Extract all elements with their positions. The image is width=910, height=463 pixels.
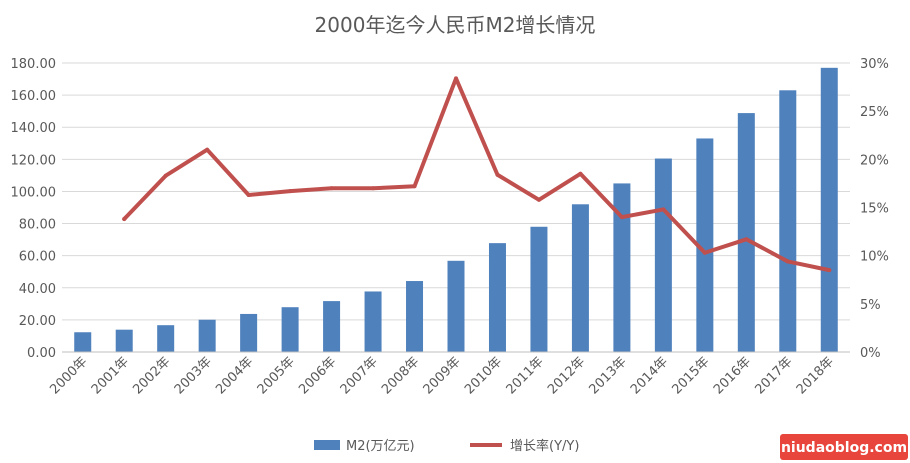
growth-point-2018年 <box>827 268 832 273</box>
left-tick-label: 0.00 <box>27 346 56 361</box>
bar-2000年 <box>74 332 92 352</box>
bar-2001年 <box>115 329 133 352</box>
left-tick-label: 120.00 <box>11 153 57 168</box>
right-axis: 0% 5% 10% 15% 20% 25% 30% <box>860 57 889 361</box>
growth-point-2008年 <box>412 184 417 189</box>
x-tick-label: 2006年 <box>296 354 339 397</box>
growth-point-2013年 <box>619 215 624 220</box>
growth-point-2012年 <box>578 171 583 176</box>
x-tick-label: 2016年 <box>711 354 754 397</box>
bar-2008年 <box>406 281 424 352</box>
x-tick-label: 2002年 <box>130 354 173 397</box>
x-axis: 2000年2001年2002年2003年2004年2005年2006年2007年… <box>47 351 850 397</box>
bar-2013年 <box>613 183 631 352</box>
x-tick-label: 2010年 <box>462 354 505 397</box>
growth-point-2005年 <box>288 189 293 194</box>
growth-rate-line <box>122 76 832 273</box>
x-tick-label: 2015年 <box>669 354 712 397</box>
growth-point-2011年 <box>536 197 541 202</box>
right-tick-label: 0% <box>860 346 881 361</box>
bar-2006年 <box>323 301 341 352</box>
x-tick-label: 2014年 <box>628 354 671 397</box>
right-tick-label: 20% <box>860 153 889 168</box>
x-tick-label: 2005年 <box>255 354 298 397</box>
bar-2015年 <box>696 138 714 352</box>
bar-2005年 <box>281 307 299 352</box>
left-tick-label: 160.00 <box>11 89 57 104</box>
chart-title: 2000年迄今人民币M2增长情况 <box>315 13 596 37</box>
bar-series <box>74 67 838 353</box>
bar-2018年 <box>820 67 838 353</box>
growth-point-2014年 <box>661 207 666 212</box>
legend-label-m2: M2(万亿元) <box>346 439 415 454</box>
bar-2011年 <box>530 226 548 352</box>
right-tick-label: 5% <box>860 298 881 313</box>
bar-2004年 <box>240 313 258 352</box>
bar-2016年 <box>737 113 755 353</box>
right-tick-label: 25% <box>860 105 889 120</box>
right-tick-label: 30% <box>860 57 889 72</box>
left-tick-label: 20.00 <box>19 314 56 329</box>
watermark-text: niudaoblog.com <box>781 440 907 456</box>
growth-point-2015年 <box>702 250 707 255</box>
x-tick-label: 2008年 <box>379 354 422 397</box>
growth-point-2006年 <box>329 186 334 191</box>
bar-2007年 <box>364 291 382 352</box>
x-tick-label: 2003年 <box>172 354 215 397</box>
bar-2010年 <box>488 243 506 352</box>
growth-point-2010年 <box>495 172 500 177</box>
growth-point-2016年 <box>744 237 749 242</box>
x-tick-label: 2009年 <box>421 354 464 397</box>
x-tick-label: 2012年 <box>545 354 588 397</box>
growth-point-2007年 <box>371 186 376 191</box>
growth-point-2017年 <box>785 259 790 264</box>
legend-label-growth: 增长率(Y/Y) <box>510 438 579 454</box>
bar-2017年 <box>779 90 797 353</box>
bar-2009年 <box>447 260 465 352</box>
right-tick-label: 15% <box>860 202 889 217</box>
growth-point-2004年 <box>246 192 251 197</box>
legend: M2(万亿元) 增长率(Y/Y) <box>314 438 579 454</box>
bar-2014年 <box>654 158 672 352</box>
bar-2003年 <box>198 319 216 352</box>
left-tick-label: 40.00 <box>19 282 56 297</box>
x-tick-label: 2007年 <box>338 354 381 397</box>
left-tick-label: 140.00 <box>11 121 57 136</box>
x-tick-label: 2001年 <box>89 354 132 397</box>
left-tick-label: 100.00 <box>11 185 57 200</box>
left-tick-label: 60.00 <box>19 250 56 265</box>
legend-swatch-m2 <box>314 440 340 450</box>
bar-2012年 <box>571 204 589 352</box>
x-tick-label: 2011年 <box>504 354 547 397</box>
left-axis: 0.00 20.00 40.00 60.00 80.00 100.00 120.00 140.… <box>11 57 57 361</box>
bar-2002年 <box>157 325 175 352</box>
growth-point-2002年 <box>163 173 168 178</box>
left-tick-label: 80.00 <box>19 218 56 233</box>
line-series <box>122 76 832 273</box>
x-tick-label: 2004年 <box>213 354 256 397</box>
x-tick-label: 2017年 <box>752 354 795 397</box>
growth-point-2001年 <box>122 217 127 222</box>
x-tick-label: 2013年 <box>587 354 630 397</box>
right-tick-label: 10% <box>860 250 889 265</box>
growth-point-2003年 <box>205 147 210 152</box>
growth-point-2009年 <box>454 76 458 81</box>
x-tick-label: 2018年 <box>794 354 837 397</box>
watermark: niudaoblog.com <box>780 434 908 460</box>
left-tick-label: 180.00 <box>11 57 57 72</box>
